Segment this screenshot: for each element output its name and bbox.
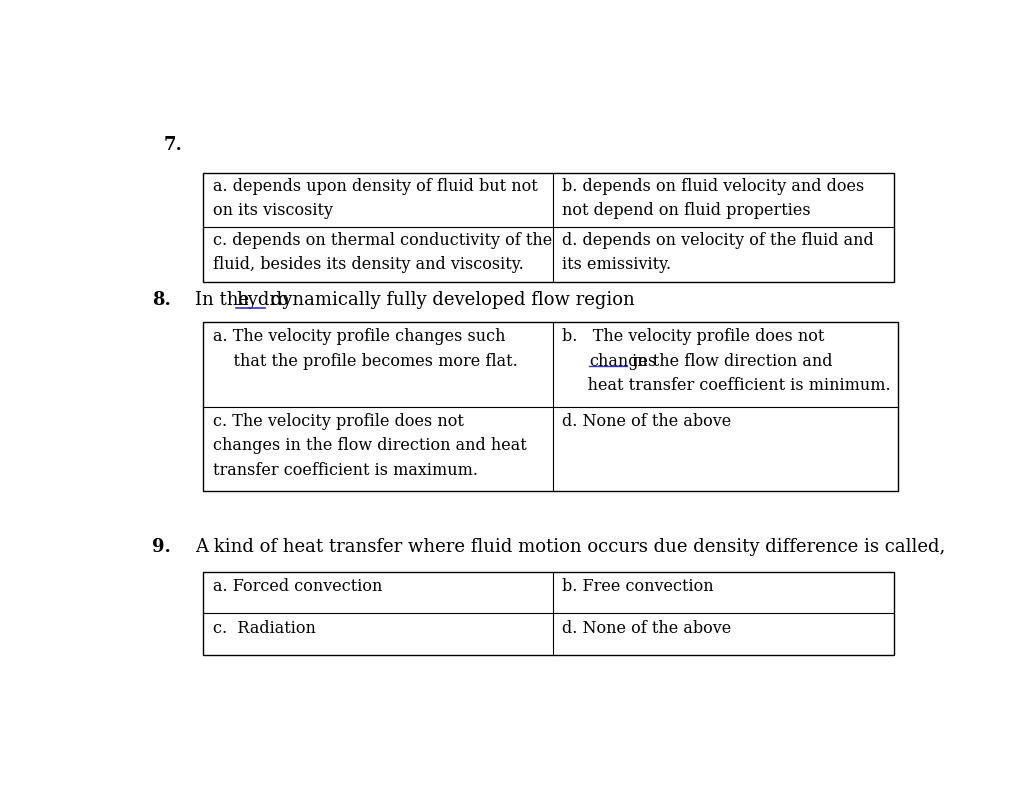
Text: 9.: 9. [152, 538, 171, 556]
Text: In the: In the [196, 291, 255, 309]
Text: in the flow direction and: in the flow direction and [627, 353, 833, 370]
Text: a. Forced convection: a. Forced convection [213, 578, 382, 595]
Text: dynamically fully developed flow region: dynamically fully developed flow region [265, 291, 635, 309]
Text: a. depends upon density of fluid but not
on its viscosity: a. depends upon density of fluid but not… [213, 178, 538, 219]
Bar [204, 173, 894, 282]
Text: transfer coefficient is maximum.: transfer coefficient is maximum. [213, 462, 478, 479]
Text: b. depends on fluid velocity and does
not depend on fluid properties: b. depends on fluid velocity and does no… [562, 178, 864, 219]
Text: 8.: 8. [152, 291, 171, 309]
Text: a. The velocity profile changes such: a. The velocity profile changes such [213, 328, 506, 345]
Text: changes: changes [589, 353, 656, 370]
Text: changes in the flow direction and heat: changes in the flow direction and heat [213, 437, 526, 455]
Text: heat transfer coefficient is minimum.: heat transfer coefficient is minimum. [562, 377, 891, 395]
Text: d. None of the above: d. None of the above [562, 413, 731, 430]
Text: d. depends on velocity of the fluid and
its emissivity.: d. depends on velocity of the fluid and … [562, 233, 873, 273]
Bar [204, 572, 894, 655]
Text: 7.: 7. [164, 136, 182, 154]
Text: that the profile becomes more flat.: that the profile becomes more flat. [213, 353, 518, 370]
Text: c. The velocity profile does not: c. The velocity profile does not [213, 413, 464, 430]
Text: b.   The velocity profile does not: b. The velocity profile does not [562, 328, 824, 345]
Bar [204, 322, 898, 492]
Text: A kind of heat transfer where fluid motion occurs due density difference is call: A kind of heat transfer where fluid moti… [196, 538, 946, 556]
Text: c.  Radiation: c. Radiation [213, 620, 315, 637]
Text: d. None of the above: d. None of the above [562, 620, 731, 637]
Text: c. depends on thermal conductivity of the
fluid, besides its density and viscosi: c. depends on thermal conductivity of th… [213, 233, 552, 273]
Text: hydro: hydro [236, 291, 289, 309]
Text: b. Free convection: b. Free convection [562, 578, 714, 595]
